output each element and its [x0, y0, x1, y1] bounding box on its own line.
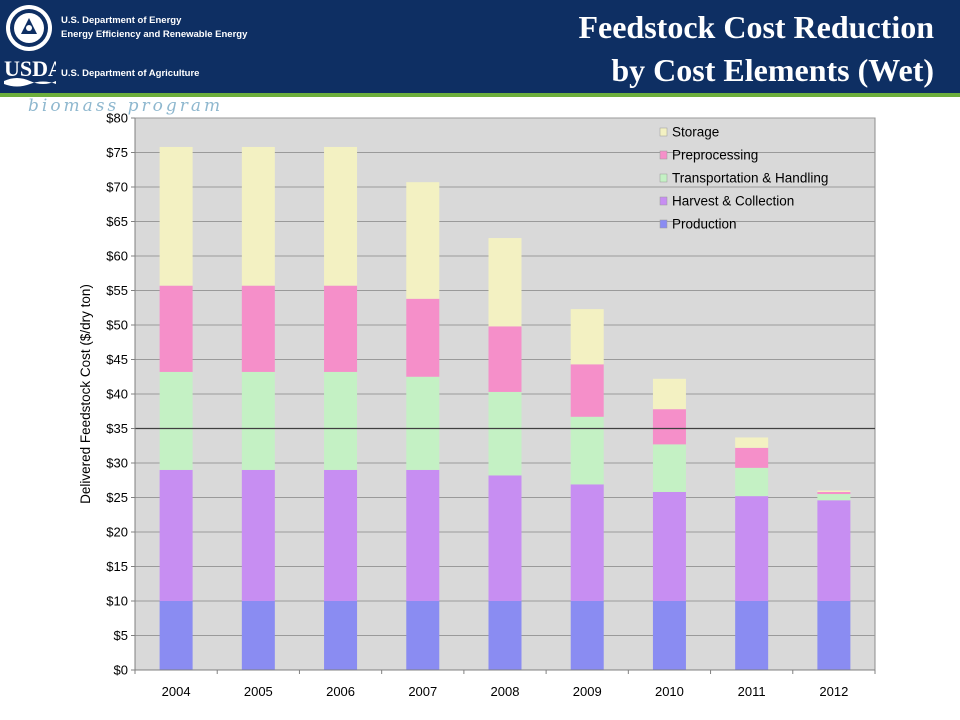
bar-segment	[570, 309, 604, 365]
legend-swatch	[659, 173, 668, 183]
bar-segment	[406, 298, 440, 377]
y-tick-label: $45	[106, 352, 128, 367]
bar-segment	[817, 490, 851, 492]
bar-segment	[406, 182, 440, 299]
bar-segment	[324, 601, 358, 670]
bar-series	[159, 146, 851, 670]
doe-name: U.S. Department of Energy	[61, 15, 182, 26]
bar-segment	[652, 409, 686, 445]
y-tick-label: $50	[106, 318, 128, 333]
doe-seal-icon	[6, 5, 52, 51]
usda-name: U.S. Department of Agriculture	[61, 68, 200, 79]
y-tick-label: $20	[106, 525, 128, 540]
y-tick-label: $5	[114, 628, 128, 643]
header-divider	[0, 93, 960, 97]
usda-logo-icon: USDA	[4, 56, 56, 87]
program-tag: biomass program	[28, 96, 224, 116]
y-axis-ticks: $0 $5 $10 $15 $20 $25 $30 $35 $40 $45 $50 $55 $60 $65…	[106, 111, 135, 678]
title-line-2: by Cost Elements (Wet)	[611, 52, 934, 88]
legend-label: Preprocessing	[672, 148, 758, 163]
bar-segment	[324, 146, 358, 286]
y-tick-label: $55	[106, 283, 128, 298]
bar-segment	[488, 238, 522, 327]
slide-title: Feedstock Cost Reduction by Cost Element…	[414, 6, 934, 92]
bar-segment	[817, 500, 851, 601]
y-tick-label: $25	[106, 490, 128, 505]
x-tick-label: 2012	[819, 684, 848, 699]
legend-label: Transportation & Handling	[672, 171, 828, 186]
eere-name: Energy Efficiency and Renewable Energy	[61, 29, 248, 40]
y-tick-label: $70	[106, 180, 128, 195]
bar-segment	[735, 437, 769, 448]
bar-segment	[488, 391, 522, 476]
y-tick-label: $75	[106, 145, 128, 160]
x-tick-label: 2009	[573, 684, 602, 699]
bar-segment	[159, 601, 193, 670]
bar-segment	[324, 371, 358, 470]
y-tick-label: $15	[106, 559, 128, 574]
bar-segment	[488, 475, 522, 601]
y-tick-label: $0	[114, 663, 128, 678]
chart-legend: Storage Preprocessing Transportation & Han…	[659, 125, 828, 232]
legend-swatch	[659, 219, 668, 229]
y-tick-label: $35	[106, 421, 128, 436]
bar-segment	[652, 601, 686, 670]
legend-label: Production	[672, 217, 737, 232]
bar-segment	[488, 326, 522, 392]
x-axis-ticks: 2004 2005 2006 2007 2008 2009 2010 2011 2012	[134, 670, 876, 699]
usda-logo-text: USDA	[4, 56, 56, 81]
bar-segment	[159, 146, 193, 286]
bar-segment	[652, 378, 686, 410]
x-tick-label: 2011	[738, 684, 766, 699]
y-tick-label: $30	[106, 456, 128, 471]
x-tick-label: 2010	[655, 684, 684, 699]
legend-swatch	[659, 196, 668, 206]
x-tick-label: 2005	[244, 684, 273, 699]
x-tick-label: 2008	[491, 684, 520, 699]
x-tick-label: 2006	[326, 684, 355, 699]
bar-segment	[735, 467, 769, 497]
y-tick-label: $60	[106, 249, 128, 264]
bar-segment	[570, 484, 604, 601]
bar-segment	[241, 601, 275, 670]
bar-segment	[159, 371, 193, 470]
bar-segment	[652, 444, 686, 492]
bar-segment	[652, 491, 686, 601]
x-tick-label: 2004	[162, 684, 191, 699]
bar-segment	[241, 285, 275, 372]
bar-segment	[488, 601, 522, 670]
bar-segment	[570, 601, 604, 670]
bar-segment	[735, 496, 769, 601]
legend-swatch	[659, 127, 668, 137]
y-tick-label: $80	[106, 111, 128, 126]
x-tick-label: 2007	[408, 684, 437, 699]
bar-segment	[241, 469, 275, 601]
title-line-1: Feedstock Cost Reduction	[578, 9, 934, 45]
legend-label: Harvest & Collection	[672, 194, 794, 209]
bar-segment	[159, 285, 193, 372]
bar-segment	[324, 469, 358, 601]
legend-swatch	[659, 150, 668, 160]
bar-segment	[817, 601, 851, 670]
bar-segment	[406, 376, 440, 470]
bar-segment	[817, 491, 851, 495]
bar-segment	[570, 416, 604, 485]
header-banner: U.S. Department of Energy Energy Efficie…	[0, 0, 960, 93]
bar-segment	[406, 601, 440, 670]
bar-segment	[735, 601, 769, 670]
bar-segment	[241, 146, 275, 286]
legend-label: Storage	[672, 125, 719, 140]
bar-segment	[324, 285, 358, 372]
y-axis-label: Delivered Feedstock Cost ($/dry ton)	[78, 284, 93, 504]
bar-segment	[159, 469, 193, 601]
bar-segment	[406, 469, 440, 601]
bar-segment	[241, 371, 275, 470]
bar-segment	[817, 494, 851, 501]
y-tick-label: $40	[106, 387, 128, 402]
bar-segment	[735, 447, 769, 468]
y-tick-label: $65	[106, 214, 128, 229]
y-tick-label: $10	[106, 594, 128, 609]
bar-segment	[570, 364, 604, 417]
